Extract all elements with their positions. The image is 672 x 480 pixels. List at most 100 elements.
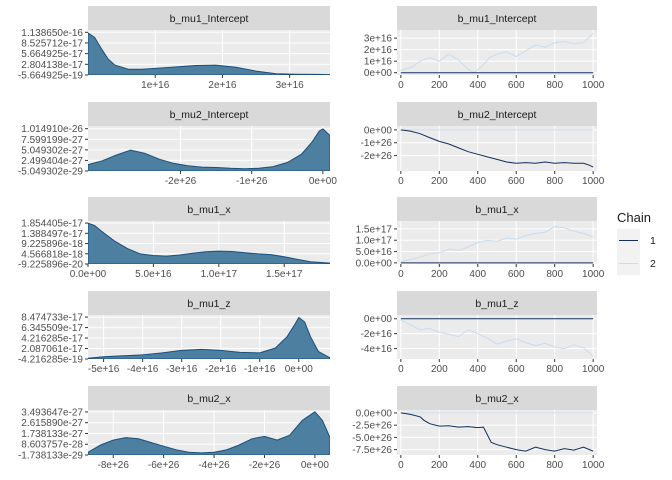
x-tick-label: 200 xyxy=(431,269,448,280)
strip-background xyxy=(88,102,330,126)
y-tick-label: 4.566818e-18 xyxy=(21,249,83,260)
plot-area xyxy=(88,32,330,75)
plot-area xyxy=(88,222,330,264)
panel-background xyxy=(397,221,597,264)
y-tick-label: -4e+16 xyxy=(361,344,393,355)
strip-background xyxy=(397,197,597,221)
x-tick-label: 800 xyxy=(546,269,563,280)
legend-label: 1 xyxy=(650,235,656,247)
strip-title: b_mu1_z xyxy=(187,298,230,310)
panel-background xyxy=(397,410,597,455)
density-area xyxy=(88,411,330,455)
x-tick-label: 800 xyxy=(546,80,563,91)
x-tick-label: 800 xyxy=(546,364,563,375)
y-tick-label: -7.5e+26 xyxy=(352,445,392,456)
panel-b-mu1-z-trace: b_mu1_z 0 200 400 600 800 1000 -4e+16 -2e+16 0e+0… xyxy=(361,291,605,375)
x-tick-label: 5.0e+16 xyxy=(135,269,172,280)
y-tick-label: 1.738133e-27 xyxy=(21,429,83,440)
x-tick-label: 1000 xyxy=(582,80,605,91)
x-tick-label: -6e+26 xyxy=(148,460,180,471)
x-tick-label: -2e+26 xyxy=(165,176,197,187)
y-tick-label: -1.738133e-29 xyxy=(18,451,83,462)
x-tick-label: -2e+16 xyxy=(205,364,237,375)
y-tick-label: 5.0e+16 xyxy=(356,247,393,258)
x-tick-label: -1e+26 xyxy=(236,176,268,187)
y-tick-label: 2.087061e-17 xyxy=(21,344,83,355)
x-tick-label: 800 xyxy=(546,460,563,471)
x-tick-label: 0 xyxy=(398,364,404,375)
panel-b-mu2-x-density: b_mu2_x -8e+26 -6e+26 -4e+26 -2e+26 0e+00 -1.7… xyxy=(18,386,330,471)
strip-background xyxy=(397,291,597,315)
x-tick-label: 0 xyxy=(398,176,404,187)
y-tick-label: 0e+00 xyxy=(364,314,393,325)
y-tick-label: -2.5e+26 xyxy=(352,421,392,432)
density-area xyxy=(88,316,330,359)
plot-area xyxy=(400,412,594,452)
y-tick-label: 4.216285e-17 xyxy=(21,334,83,345)
strip-title: b_mu1_x xyxy=(475,204,519,216)
x-tick-label: -1e+16 xyxy=(244,364,276,375)
trace-line-chain-2 xyxy=(400,226,594,263)
y-tick-label: 5.049302e-27 xyxy=(21,145,83,156)
strip-title: b_mu2_x xyxy=(475,393,519,405)
strip-title: b_mu1_Intercept xyxy=(170,13,249,25)
legend: Chain 1 2 xyxy=(617,210,656,275)
y-tick-label: 0.0e+00 xyxy=(356,258,393,269)
x-tick-label: 400 xyxy=(469,460,486,471)
y-tick-label: 1.138650e-16 xyxy=(21,28,83,39)
y-tick-label: 0.0e+00 xyxy=(356,408,393,419)
y-tick-label: 3e+16 xyxy=(364,34,393,45)
x-tick-label: -2e+26 xyxy=(249,460,281,471)
y-tick-label: 8.474733e-17 xyxy=(21,313,83,324)
x-tick-label: 0.0e+00 xyxy=(70,269,107,280)
x-tick-label: 400 xyxy=(469,176,486,187)
panel-background xyxy=(397,315,597,359)
legend-title: Chain xyxy=(617,210,651,225)
x-tick-label: 0 xyxy=(398,269,404,280)
strip-background xyxy=(397,102,597,126)
x-tick-label: 1.0e+17 xyxy=(201,269,238,280)
density-area xyxy=(88,128,330,171)
y-tick-label: 7.599199e-27 xyxy=(21,135,83,146)
panel-b-mu2-x-trace: b_mu2_x 0 200 400 600 800 1000 -7.5e+26-5.0e+26… xyxy=(352,386,605,471)
panel-background xyxy=(397,30,597,75)
x-tick-label: 1.5e+17 xyxy=(266,269,303,280)
trace-line-chain-2 xyxy=(400,33,594,74)
x-tick-label: 200 xyxy=(431,364,448,375)
y-tick-label: 2.615890e-27 xyxy=(21,418,83,429)
x-tick-label: -4e+26 xyxy=(198,460,230,471)
y-tick-label: -5.664925e-19 xyxy=(18,71,83,82)
strip-background xyxy=(88,386,330,410)
x-tick-label: 600 xyxy=(508,364,525,375)
plot-area xyxy=(400,129,594,168)
y-tick-label: 9.225896e-18 xyxy=(21,239,83,250)
strip-title: b_mu2_x xyxy=(187,393,231,405)
trace-line-chain-1 xyxy=(400,412,594,452)
y-tick-label: 6.345509e-17 xyxy=(21,323,83,334)
density-area xyxy=(88,222,330,264)
y-tick-label: 1.388497e-17 xyxy=(21,229,83,240)
x-tick-label: -3e+16 xyxy=(166,364,198,375)
strip-title: b_mu2_Intercept xyxy=(458,109,537,121)
y-tick-label: 1.5e+17 xyxy=(356,224,393,235)
panel-b-mu1-x-density: b_mu1_x 0.0e+00 5.0e+16 1.0e+17 1.5e+17 -9.22… xyxy=(18,197,330,280)
y-tick-label: 5.664925e-17 xyxy=(21,49,83,60)
x-tick-label: 400 xyxy=(469,80,486,91)
y-tick-label: 1e+16 xyxy=(364,57,393,68)
strip-background xyxy=(88,197,330,221)
density-area xyxy=(88,32,330,75)
plot-area xyxy=(88,316,330,359)
y-tick-label: 0e+00 xyxy=(364,125,393,136)
x-tick-label: 0e+00 xyxy=(309,176,338,187)
y-tick-label: -5.049302e-29 xyxy=(18,167,83,178)
strip-title: b_mu1_z xyxy=(475,298,518,310)
y-tick-label: -2e+26 xyxy=(361,151,393,162)
x-tick-label: -5e+16 xyxy=(88,364,120,375)
y-tick-label: 2.804138e-17 xyxy=(21,60,83,71)
legend-label: 2 xyxy=(650,258,656,270)
x-tick-label: 400 xyxy=(469,269,486,280)
y-tick-label: -9.225896e-20 xyxy=(18,260,83,271)
x-tick-label: 800 xyxy=(546,176,563,187)
y-tick-label: 1.854405e-17 xyxy=(21,219,83,230)
